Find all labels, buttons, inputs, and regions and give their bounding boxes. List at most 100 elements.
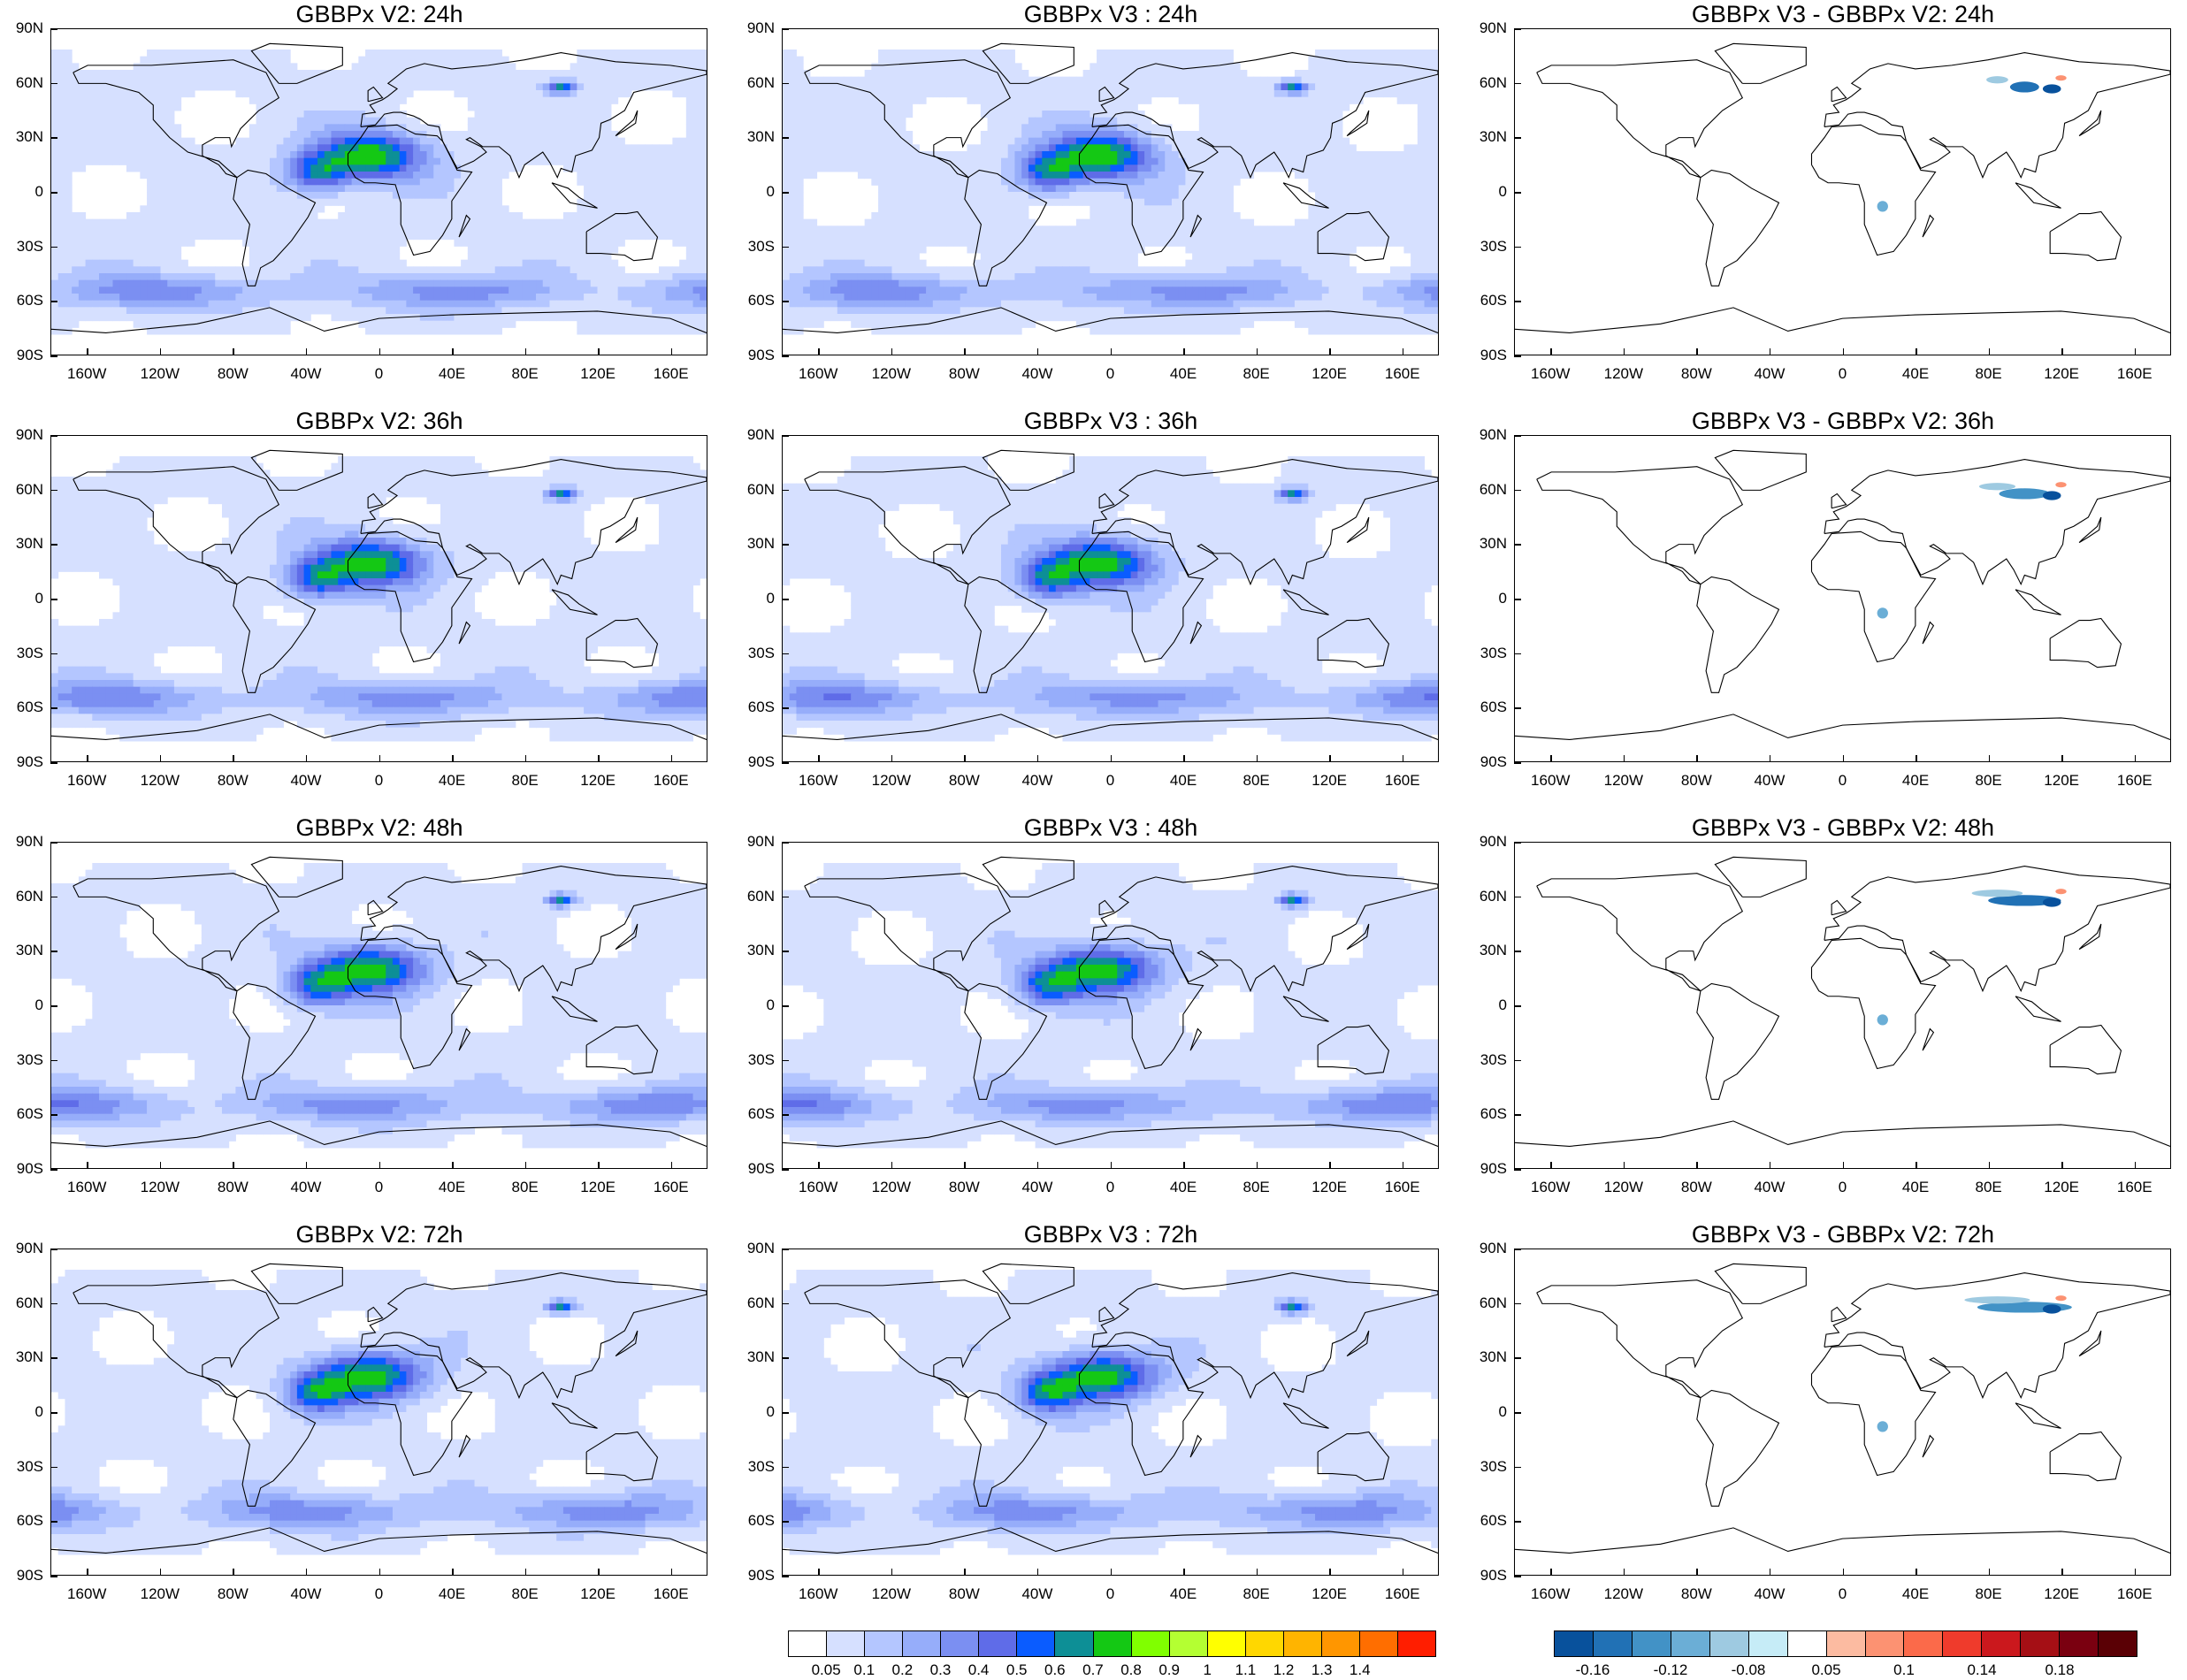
- field-cell: [303, 218, 311, 226]
- field-cell: [167, 551, 175, 559]
- field-cell: [467, 551, 476, 559]
- field-cell: [344, 111, 353, 118]
- field-cell: [296, 83, 305, 91]
- field-cell: [638, 63, 646, 71]
- field-cell: [461, 523, 469, 531]
- field-cell: [515, 164, 524, 172]
- field-cell: [562, 137, 571, 145]
- field-cell: [577, 503, 585, 511]
- field-cell: [617, 320, 625, 328]
- field-cell: [140, 564, 148, 572]
- field-cell: [140, 307, 148, 315]
- field-cell: [672, 83, 680, 91]
- field-cell: [147, 273, 155, 281]
- field-cell: [365, 124, 373, 132]
- field-cell: [140, 164, 148, 172]
- field-cell: [419, 314, 428, 322]
- field-cell: [99, 497, 107, 505]
- field-cell: [652, 172, 660, 179]
- field-cell: [590, 50, 599, 57]
- field-cell: [310, 157, 318, 165]
- field-cell: [467, 70, 476, 78]
- field-cell: [604, 63, 612, 71]
- field-cell: [494, 70, 502, 78]
- field-cell: [140, 571, 148, 579]
- field-cell: [467, 205, 476, 213]
- field-cell: [92, 83, 100, 91]
- field-cell: [700, 300, 707, 308]
- field-cell: [379, 117, 386, 125]
- field-cell: [303, 212, 311, 220]
- field-cell: [454, 578, 462, 586]
- field-cell: [256, 470, 264, 477]
- field-cell: [474, 198, 482, 206]
- field-cell: [270, 327, 278, 335]
- field-cell: [481, 307, 489, 315]
- field-cell: [180, 212, 188, 220]
- field-cell: [379, 96, 386, 104]
- field-cell: [494, 314, 502, 322]
- field-cell: [631, 483, 639, 491]
- field-cell: [65, 558, 73, 566]
- field-cell: [494, 477, 502, 485]
- field-cell: [700, 144, 707, 152]
- field-cell: [522, 253, 530, 261]
- field-cell: [624, 327, 632, 335]
- field-cell: [324, 273, 332, 281]
- field-cell: [160, 83, 168, 91]
- field-cell: [562, 286, 571, 294]
- field-cell: [536, 239, 544, 247]
- field-cell: [461, 137, 469, 145]
- field-cell: [590, 124, 599, 132]
- field-cell: [358, 151, 366, 159]
- field-cell: [221, 273, 230, 281]
- field-cell: [467, 523, 476, 531]
- field-cell: [92, 253, 100, 261]
- field-cell: [665, 185, 673, 193]
- field-cell: [365, 531, 373, 538]
- field-cell: [85, 523, 93, 531]
- field-cell: [700, 246, 707, 254]
- field-cell: [173, 320, 182, 328]
- field-cell: [276, 63, 284, 71]
- field-cell: [610, 483, 619, 491]
- field-cell: [371, 259, 379, 267]
- field-cell: [556, 131, 564, 139]
- field-cell: [672, 218, 680, 226]
- field-cell: [85, 117, 93, 125]
- field-cell: [522, 157, 530, 165]
- field-cell: [440, 286, 448, 294]
- field-cell: [167, 96, 175, 104]
- field-cell: [610, 246, 619, 254]
- field-cell: [556, 523, 564, 531]
- field-cell: [570, 314, 577, 322]
- field-cell: [167, 103, 175, 111]
- field-cell: [201, 564, 210, 572]
- field-cell: [195, 218, 203, 226]
- field-cell: [461, 192, 469, 200]
- field-cell: [406, 266, 414, 274]
- field-cell: [290, 103, 298, 111]
- field-cell: [433, 462, 441, 470]
- field-cell: [672, 578, 680, 586]
- field-cell: [221, 157, 230, 165]
- field-cell: [358, 144, 366, 152]
- field-cell: [624, 483, 632, 491]
- field-cell: [276, 137, 284, 145]
- field-cell: [290, 198, 298, 206]
- field-cell: [310, 294, 318, 302]
- field-cell: [604, 286, 612, 294]
- field-cell: [461, 558, 469, 566]
- field-cell: [515, 83, 524, 91]
- field-cell: [126, 462, 134, 470]
- field-cell: [597, 50, 605, 57]
- field-cell: [590, 205, 599, 213]
- field-cell: [195, 56, 203, 64]
- field-cell: [536, 117, 544, 125]
- field-cell: [447, 503, 455, 511]
- field-cell: [263, 76, 271, 84]
- field-cell: [173, 456, 182, 464]
- field-cell: [692, 144, 700, 152]
- field-cell: [584, 225, 592, 233]
- field-cell: [208, 273, 216, 281]
